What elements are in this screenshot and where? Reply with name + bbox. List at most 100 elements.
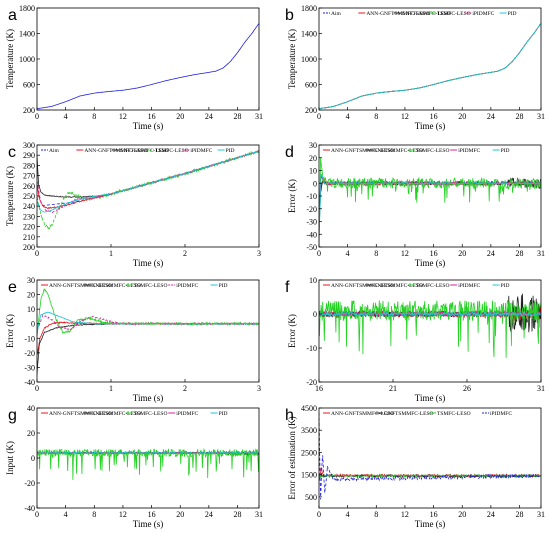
x-tick-label: 8: [92, 112, 96, 121]
series-line-TSMFC-LESO: [37, 149, 259, 230]
y-tick-label: 1800: [19, 4, 35, 13]
x-tick-label: 16: [148, 510, 156, 519]
plot-frame: [318, 279, 542, 383]
x-tick-label: 0: [35, 112, 39, 121]
y-tick-label: -30: [24, 363, 35, 372]
x-tick-label: 0: [35, 384, 39, 393]
legend: ANN-GNFTSMMFC-LESOGNFTSMMFC-LESOTSMFC-LE…: [323, 148, 509, 154]
series-line-iPIDMFC: [319, 412, 541, 500]
x-tick-label: 1: [109, 249, 113, 258]
panel-label: g: [8, 407, 17, 424]
series-line-PID: [319, 173, 541, 241]
y-tick-label: 260: [23, 182, 35, 191]
series-group: [37, 23, 259, 110]
x-tick-label: 0: [35, 249, 39, 258]
series-line-Aim: [37, 150, 259, 207]
y-axis-label: Input (K): [5, 441, 15, 475]
legend: ANN-GNFTSMMFC-LESOGNFTSMMFC-LESOTSMFC-LE…: [323, 283, 509, 289]
y-axis-label: Error (K): [5, 314, 15, 348]
y-tick-label: 20: [309, 154, 317, 163]
legend-entry: PID: [501, 148, 510, 154]
y-tick-label: 3500: [301, 426, 317, 435]
series-line-PID: [319, 310, 541, 318]
legend: ANN-GNFTSMMFC-LESOGNFTSMMFC-LESOTSMFC-LE…: [41, 411, 227, 417]
series-line-PID: [37, 150, 259, 213]
x-tick-label: 8: [374, 510, 378, 519]
series-group: [319, 412, 541, 500]
plot-frame: [36, 279, 260, 383]
y-tick-label: -20: [24, 479, 35, 488]
x-tick-label: 26: [463, 384, 471, 393]
legend-entry: iPIDMFC: [458, 148, 480, 154]
y-tick-label: 220: [23, 223, 35, 232]
legend-entry: ANN-GNFTSMMFC-LESO: [49, 283, 112, 289]
legend-entry: iPIDMFC: [458, 283, 480, 289]
series-line-ANN-GNFTSMMFC-LESO: [37, 321, 259, 356]
y-axis-label: Error (K): [287, 179, 297, 213]
plot-frame: [318, 144, 542, 248]
x-tick-label: 24: [487, 510, 495, 519]
y-tick-label: 200: [23, 243, 35, 252]
panel-label: e: [8, 279, 17, 296]
series-group: [37, 448, 259, 480]
y-tick-label: -20: [306, 205, 317, 214]
series-line-PID: [319, 23, 541, 110]
series-line-TSMFC-LESO: [319, 157, 541, 247]
legend-entry: PID: [219, 411, 228, 417]
panel-e: 0 1 2 3 -40 -30 -20 -10 0 10 20 30 Time (s) Error (K)…: [5, 276, 261, 403]
y-axis-label: Temperature (K): [287, 29, 297, 89]
y-tick-label: 20: [27, 429, 35, 438]
x-tick-label: 0: [317, 249, 321, 258]
y-tick-label: 10: [309, 167, 317, 176]
y-tick-label: -10: [24, 334, 35, 343]
plot-frame: [318, 407, 542, 509]
x-axis-label: Time (s): [415, 258, 445, 268]
legend-entry: GNFTSMMFC-LESO: [373, 283, 423, 289]
x-tick-label: 20: [458, 249, 466, 258]
x-tick-label: 3: [257, 384, 261, 393]
series-line-0: [37, 23, 259, 110]
legend: ANN-GNFTSMMFC-LESOGNFTSMMFC-LESOTSMFC-LE…: [41, 283, 227, 289]
series-line-iPIDMFC: [319, 175, 541, 209]
panel-g: 0 4 8 12 16 20 24 28 31 -40 -20 0 20 40 Time (s) Input …: [5, 404, 263, 529]
y-tick-label: 2500: [301, 448, 317, 457]
series-group: [319, 23, 541, 110]
y-tick-label: 1000: [301, 55, 317, 64]
panel-h: 0 4 8 12 16 20 24 28 31 500 1500 2500 3500 4500 Time (…: [285, 404, 545, 529]
y-tick-label: 300: [23, 141, 35, 150]
y-tick-label: 240: [23, 202, 35, 211]
legend: Aim ANN-GNFTSMMFC-LESOGNFTSMMFC-LESOTSMFC…: [41, 148, 235, 154]
plot-frame: [318, 7, 542, 111]
x-tick-label: 4: [346, 510, 350, 519]
y-tick-label: 30: [27, 276, 35, 285]
panel-label: h: [285, 407, 294, 424]
legend-entry: ANN-GNFTSMMFC-LESO: [331, 411, 394, 417]
x-tick-label: 1: [109, 384, 113, 393]
legend: Aim ANN-GNFTSMMFC-LESOGNFTSMMFC-LESOTSMFC…: [323, 11, 517, 17]
x-tick-label: 31: [537, 249, 545, 258]
series-line-PID: [37, 451, 259, 455]
x-tick-label: 28: [234, 510, 242, 519]
x-tick-label: 12: [401, 249, 409, 258]
x-axis-label: Time (s): [415, 121, 445, 131]
legend-entry: GNFTSMMFC-LESO: [91, 411, 141, 417]
y-tick-label: 200: [23, 106, 35, 115]
x-axis-label: Time (s): [133, 258, 163, 268]
series-line-ANN-GNFTSMMFC-LESO: [37, 150, 259, 210]
legend-entry: iPIDMFC: [472, 11, 494, 17]
x-tick-label: 0: [35, 510, 39, 519]
x-tick-label: 12: [119, 510, 127, 519]
y-tick-label: 1400: [301, 30, 317, 39]
series-group: [319, 293, 541, 358]
y-tick-label: 200: [305, 106, 317, 115]
x-tick-label: 4: [346, 112, 350, 121]
x-tick-label: 31: [537, 510, 545, 519]
y-tick-label: 10: [27, 305, 35, 314]
x-tick-label: 28: [516, 112, 524, 121]
x-tick-label: 2: [183, 249, 187, 258]
legend-entry: PID: [501, 283, 510, 289]
legend-entry: PID: [508, 11, 517, 17]
x-tick-label: 12: [119, 112, 127, 121]
